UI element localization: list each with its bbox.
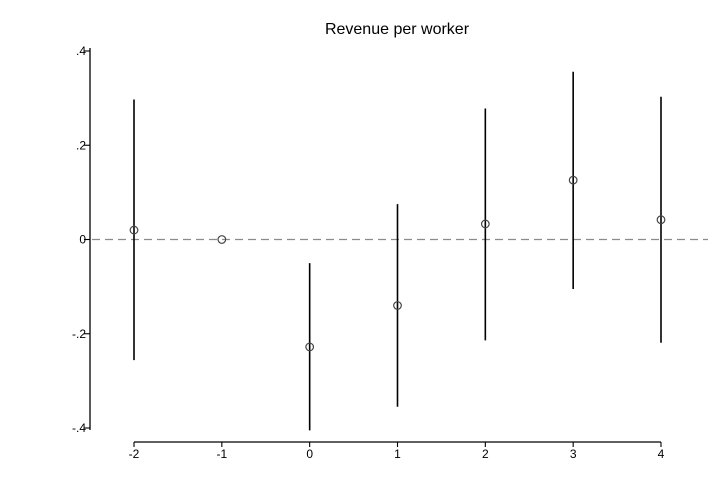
x-tick-label: 3 [570,447,577,461]
x-tick-label: 0 [306,447,313,461]
point-estimates [129,175,666,352]
point-marker [217,235,227,244]
confidence-intervals [133,71,662,431]
point-marker [656,215,666,225]
point-marker [393,301,402,310]
x-tick-label: 1 [394,447,401,461]
y-tick-label: .4 [76,44,86,58]
chart-title: Revenue per worker [325,21,470,38]
y-tick-label: -.4 [72,421,86,435]
x-tick-label: -1 [216,447,227,461]
y-tick-label: -.2 [72,327,86,341]
x-tick-label: -2 [129,447,140,461]
x-axis-ticks: -2 -1 0 1 2 3 4 [129,442,665,461]
x-tick-label: 4 [658,447,665,461]
point-marker [129,225,139,235]
point-marker [568,175,578,185]
y-tick-label: .2 [76,138,86,152]
y-tick-label: 0 [79,233,86,247]
x-tick-label: 2 [482,447,489,461]
point-marker [480,219,490,229]
point-marker [305,342,315,352]
y-axis-ticks: .4 .2 0 -.2 -.4 [72,44,90,435]
